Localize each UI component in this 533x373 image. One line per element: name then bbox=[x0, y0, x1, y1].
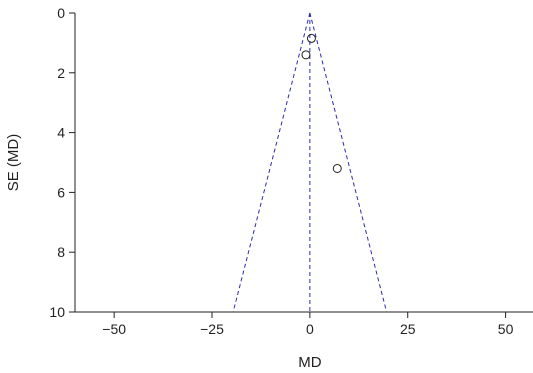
axes bbox=[74, 13, 533, 313]
x-tick-label: 0 bbox=[306, 321, 314, 337]
y-tick-label: 4 bbox=[57, 125, 65, 141]
y-tick-label: 8 bbox=[57, 244, 65, 260]
y-tick-label: 10 bbox=[49, 304, 65, 320]
study-point bbox=[301, 50, 311, 60]
study-point bbox=[332, 163, 342, 173]
x-ticks: −50 −25 0 25 50 bbox=[102, 312, 514, 337]
x-tick-label: 25 bbox=[400, 321, 416, 337]
funnel-left-limit bbox=[232, 12, 311, 313]
y-ticks: 0 2 4 6 8 10 bbox=[49, 5, 75, 320]
study-point bbox=[306, 33, 316, 43]
x-tick-label: 50 bbox=[498, 321, 514, 337]
y-axis-title: SE (MD) bbox=[5, 134, 22, 192]
y-tick-label: 6 bbox=[57, 184, 65, 200]
x-tick-label: −25 bbox=[200, 321, 224, 337]
y-tick-label: 0 bbox=[57, 5, 65, 21]
funnel-lines bbox=[232, 12, 388, 313]
x-axis-title: MD bbox=[298, 354, 321, 371]
funnel-right-limit bbox=[309, 12, 388, 313]
data-points bbox=[301, 33, 342, 173]
x-tick-label: −50 bbox=[102, 321, 126, 337]
y-tick-label: 2 bbox=[57, 65, 65, 81]
